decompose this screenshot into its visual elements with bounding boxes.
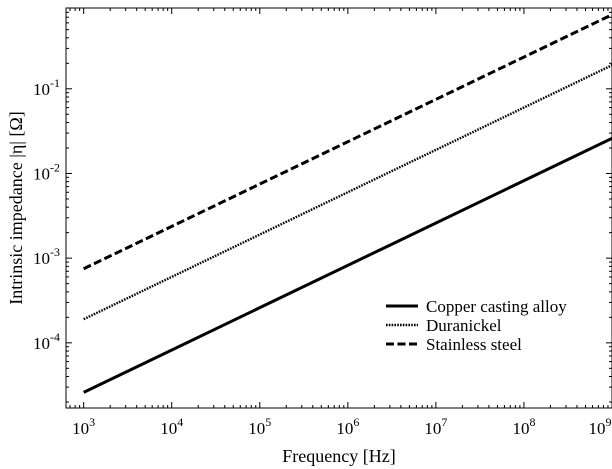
- x-tick-label: 103: [72, 415, 95, 438]
- x-tick-label: 107: [424, 415, 447, 438]
- x-axis-label: Frequency [Hz]: [282, 446, 395, 466]
- y-tick-label: 10-3: [33, 245, 60, 268]
- y-tick-labels: 10-4 10-3 10-2 10-1: [33, 76, 60, 353]
- legend-label: Duranickel: [426, 316, 502, 335]
- x-tick-label: 106: [336, 415, 359, 438]
- series-line-3: [83, 13, 612, 271]
- series-line-2: [83, 64, 612, 321]
- y-tick-label: 10-2: [33, 160, 60, 183]
- plot-frame: [65, 7, 612, 409]
- legend: Copper casting alloyDuranickelStainless …: [386, 297, 567, 354]
- major-ticks: [66, 8, 612, 408]
- legend-label: Copper casting alloy: [426, 297, 567, 316]
- x-tick-labels: 103 104 105 106 107 108 109: [72, 415, 611, 438]
- minor-ticks: [66, 7, 612, 408]
- series-line-1: [83, 136, 612, 394]
- series-lines: [83, 13, 612, 394]
- x-tick-label: 105: [248, 415, 271, 438]
- x-tick-label: 104: [160, 415, 183, 438]
- y-tick-label: 10-4: [33, 330, 60, 353]
- legend-label: Stainless steel: [426, 335, 522, 354]
- y-axis-label: Intrinsic impedance |η| [Ω]: [6, 111, 26, 304]
- y-tick-label: 10-1: [33, 76, 60, 99]
- x-tick-label: 108: [512, 415, 535, 438]
- x-tick-label: 109: [589, 415, 612, 438]
